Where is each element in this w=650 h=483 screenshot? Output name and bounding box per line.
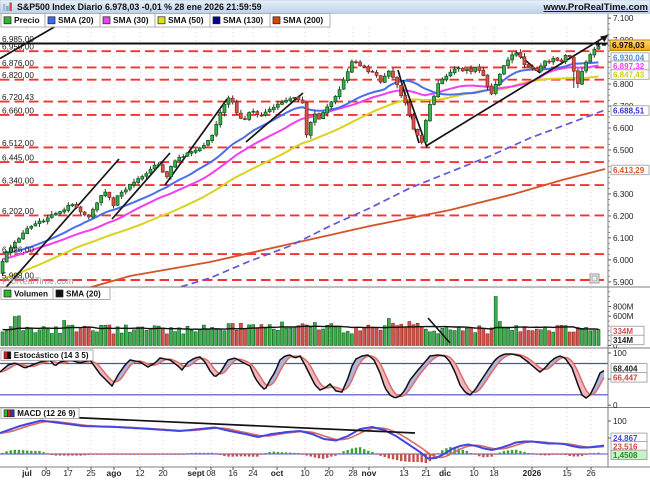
svg-text:16: 16	[228, 468, 238, 478]
svg-text:600M: 600M	[613, 312, 634, 321]
svg-text:314M: 314M	[613, 336, 633, 345]
svg-text:6.688,51: 6.688,51	[613, 107, 645, 116]
svg-text:6.876,00: 6.876,00	[2, 59, 34, 68]
svg-text:6.413,29: 6.413,29	[613, 166, 645, 175]
svg-text:6.200: 6.200	[613, 212, 634, 221]
svg-text:15: 15	[562, 468, 572, 478]
svg-text:09: 09	[41, 468, 51, 478]
svg-text:66,447: 66,447	[613, 374, 638, 383]
svg-text:6.950,00: 6.950,00	[2, 43, 34, 52]
svg-text:10: 10	[469, 468, 479, 478]
svg-text:ago: ago	[107, 468, 122, 478]
svg-text:SMA (20): SMA (20)	[66, 290, 101, 299]
svg-text:6.660,00: 6.660,00	[2, 106, 34, 115]
svg-text:sept: sept	[187, 468, 204, 478]
svg-text:6.800: 6.800	[613, 80, 634, 89]
svg-text:6.930,04: 6.930,04	[613, 54, 645, 63]
svg-text:12: 12	[135, 468, 145, 478]
svg-text:08: 08	[206, 468, 216, 478]
svg-text:6.978,03: 6.978,03	[612, 40, 645, 50]
svg-text:28: 28	[348, 468, 358, 478]
svg-text:dic: dic	[439, 468, 451, 478]
svg-text:6.340,00: 6.340,00	[2, 177, 34, 186]
svg-text:www.ProRealTime.com: www.ProRealTime.com	[542, 2, 648, 13]
svg-text:Estocástico (14 3 5): Estocástico (14 3 5)	[14, 351, 89, 360]
svg-text:SMA (20): SMA (20)	[58, 15, 94, 25]
svg-text:24: 24	[248, 468, 258, 478]
svg-text:nov: nov	[362, 468, 377, 478]
svg-text:334M: 334M	[613, 327, 633, 336]
svg-text:S&P500 Index Diario 6.978,03 -: S&P500 Index Diario 6.978,03 -0,01 % 28 …	[17, 2, 262, 12]
svg-text:6.820,00: 6.820,00	[2, 71, 34, 80]
svg-text:6.500: 6.500	[613, 146, 634, 155]
svg-text:20: 20	[324, 468, 334, 478]
svg-text:6.202,00: 6.202,00	[2, 207, 34, 216]
svg-text:800M: 800M	[613, 303, 634, 312]
svg-text:0: 0	[613, 342, 618, 351]
svg-text:18: 18	[489, 468, 499, 478]
svg-text:SMA (50): SMA (50)	[168, 15, 204, 25]
svg-text:6.600: 6.600	[613, 124, 634, 133]
svg-text:Precio: Precio	[14, 15, 40, 25]
svg-text:SMA (200): SMA (200)	[283, 15, 323, 25]
svg-text:21: 21	[421, 468, 431, 478]
svg-text:68,404: 68,404	[613, 365, 638, 374]
svg-text:ProRealTime.com: ProRealTime.com	[2, 276, 74, 286]
svg-text:SMA (30): SMA (30)	[113, 15, 149, 25]
svg-text:17: 17	[63, 468, 73, 478]
svg-text:7.100: 7.100	[613, 14, 634, 23]
svg-text:6.847,43: 6.847,43	[613, 71, 645, 80]
svg-text:1,4508: 1,4508	[613, 451, 638, 460]
svg-text:0: 0	[613, 401, 618, 410]
svg-text:6.720,43: 6.720,43	[2, 93, 34, 102]
svg-text:jul: jul	[21, 468, 32, 478]
svg-text:5.908,00: 5.908,00	[2, 272, 34, 281]
svg-text:13: 13	[399, 468, 409, 478]
svg-text:100: 100	[613, 417, 627, 426]
svg-text:10: 10	[300, 468, 310, 478]
svg-text:6.512,00: 6.512,00	[2, 139, 34, 148]
svg-text:20: 20	[158, 468, 168, 478]
svg-text:MACD (12 26 9): MACD (12 26 9)	[17, 409, 76, 418]
svg-text:24,867: 24,867	[613, 434, 638, 443]
svg-text:23,516: 23,516	[613, 443, 638, 452]
svg-text:6.026,00: 6.026,00	[2, 246, 34, 255]
svg-text:oct: oct	[271, 468, 284, 478]
svg-text:6.100: 6.100	[613, 234, 634, 243]
svg-text:6.300: 6.300	[613, 190, 634, 199]
svg-text:26: 26	[586, 468, 596, 478]
svg-text:Volumen: Volumen	[14, 290, 48, 299]
svg-text:SMA (130): SMA (130)	[223, 15, 263, 25]
svg-text:5.900: 5.900	[613, 278, 634, 287]
svg-text:2026: 2026	[523, 468, 542, 478]
svg-text:25: 25	[86, 468, 96, 478]
svg-text:6.445,00: 6.445,00	[2, 154, 34, 163]
svg-text:6.985,00: 6.985,00	[2, 35, 34, 44]
svg-text:100: 100	[613, 349, 627, 358]
svg-text:6.000: 6.000	[613, 256, 634, 265]
svg-text:6.897,32: 6.897,32	[613, 62, 645, 71]
